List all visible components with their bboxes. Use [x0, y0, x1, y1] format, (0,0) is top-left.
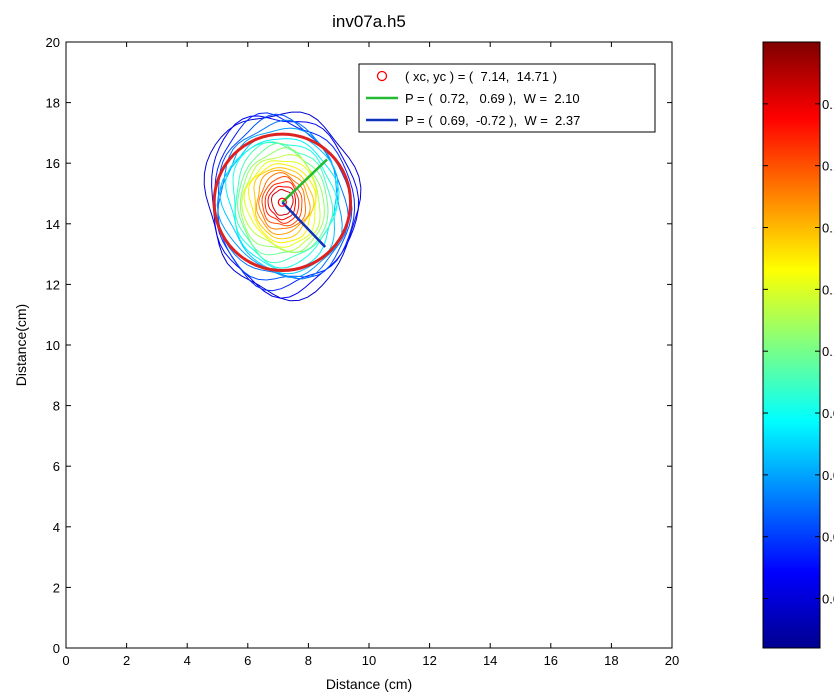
colorbar-tick-label: 0.06	[822, 468, 834, 483]
chart-title: inv07a.h5	[332, 12, 406, 31]
colorbar-tick-label: 0.02	[822, 592, 834, 607]
x-axis-label: Distance (cm)	[326, 676, 412, 692]
contour-line	[241, 154, 321, 252]
contour-line	[232, 142, 338, 269]
legend-center-marker-icon	[376, 70, 388, 82]
x-tick-label: 4	[184, 653, 191, 668]
y-tick-label: 10	[46, 338, 60, 353]
contour-line	[243, 160, 317, 248]
contour-line	[264, 181, 300, 224]
colorbar-tick-label: 0.08	[822, 406, 834, 421]
contour-line	[216, 127, 343, 278]
contour-line	[270, 188, 294, 216]
x-tick-label: 10	[362, 653, 376, 668]
x-tick-label: 16	[544, 653, 558, 668]
legend: ( xc, yc ) = ( 7.14, 14.71 ) P = ( 0.72,…	[358, 63, 656, 133]
contour-line	[267, 185, 296, 221]
x-tick-label: 20	[665, 653, 679, 668]
y-axis-ticks: 0 2 4 6 8 10 12 14 16 18 20	[46, 35, 672, 656]
legend-entry-axis2: P = ( 0.69, -0.72 ), W = 2.37	[405, 113, 580, 128]
x-tick-label: 6	[244, 653, 251, 668]
legend-entry-center: ( xc, yc ) = ( 7.14, 14.71 )	[405, 69, 557, 84]
y-tick-label: 2	[53, 580, 60, 595]
center-marker	[277, 197, 287, 207]
y-tick-label: 6	[53, 459, 60, 474]
contour-line	[225, 138, 340, 272]
fitted-ellipse	[212, 132, 353, 272]
contour-lines	[203, 111, 362, 302]
contour-line	[247, 163, 317, 244]
contour-line	[239, 147, 325, 254]
principal-axis-2	[281, 201, 327, 248]
colorbar: 0.02 0.04 0.06 0.08 0.1 0.12 0.14 0.16 0.18	[762, 41, 834, 649]
colorbar-tick-label: 0.18	[822, 97, 834, 112]
x-tick-label: 0	[62, 653, 69, 668]
y-tick-label: 14	[46, 217, 60, 232]
fit-overlays	[212, 132, 353, 272]
y-tick-label: 16	[46, 156, 60, 171]
colorbar-tick-label: 0.12	[822, 282, 834, 297]
plot-area	[65, 41, 673, 649]
contour-line	[253, 167, 315, 240]
x-tick-label: 18	[604, 653, 618, 668]
x-tick-label: 2	[123, 653, 130, 668]
legend-entry-axis1: P = ( 0.72, 0.69 ), W = 2.10	[405, 91, 580, 106]
contour-line	[261, 175, 303, 227]
x-tick-label: 14	[483, 653, 497, 668]
colorbar-gradient	[762, 41, 821, 649]
y-tick-label: 8	[53, 399, 60, 414]
legend-box	[358, 63, 656, 133]
colorbar-tick-label: 0.04	[822, 530, 834, 545]
contour-line	[255, 169, 311, 236]
colorbar-tick-label: 0.16	[822, 159, 834, 174]
contour-line	[258, 172, 307, 230]
y-tick-label: 18	[46, 96, 60, 111]
colorbar-tick-label: 0.1	[822, 344, 834, 359]
contour-line	[203, 111, 362, 302]
y-tick-label: 12	[46, 277, 60, 292]
y-axis-label: Distance(cm)	[13, 304, 29, 386]
x-axis-ticks: 0 2 4 6 8 10 12 14 16 18 20	[62, 42, 679, 668]
principal-axis-1	[281, 158, 328, 204]
contour-line	[217, 119, 349, 280]
y-tick-label: 0	[53, 641, 60, 656]
colorbar-ticks: 0.02 0.04 0.06 0.08 0.1 0.12 0.14 0.16 0.18	[763, 97, 834, 607]
y-tick-label: 20	[46, 35, 60, 50]
colorbar-tick-label: 0.14	[822, 221, 834, 236]
x-tick-label: 12	[422, 653, 436, 668]
x-tick-label: 8	[305, 653, 312, 668]
y-tick-label: 4	[53, 520, 60, 535]
